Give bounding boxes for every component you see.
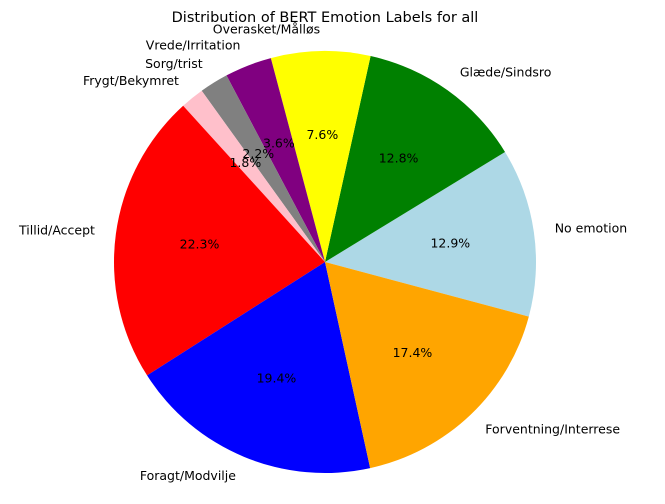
category-label-glaede-sindsro: Glæde/Sindsro: [460, 65, 552, 80]
percentage-label-no-emotion: 12.9%: [430, 235, 470, 250]
category-label-foragt-modvilje: Foragt/Modvilje: [140, 468, 236, 483]
percentage-labels: 12.9% 12.8% 7.6% 3.6%2.2%1.8% 22.3% 19.4% 17.4…: [180, 127, 471, 385]
category-label-sorg-trist: Sorg/trist: [145, 56, 203, 71]
slice-foragt-modvilje: [147, 262, 371, 474]
category-label-frygt-bekymret: Frygt/Bekymret: [83, 73, 179, 88]
percentage-label-vrede-irritation: 3.6%: [263, 136, 295, 151]
slice-overasket-mallos: [270, 50, 371, 262]
slice-sorg-trist: [201, 75, 325, 262]
percentage-label-glaede-sindsro: 12.8%: [379, 150, 419, 165]
category-labels: No emotion Glæde/Sindsro Overasket/MålløsV…: [18, 21, 627, 482]
slice-vrede-irritation: [226, 58, 325, 263]
slice-tillid-accept: [113, 105, 326, 376]
slice-forventning-interrese: [325, 262, 529, 469]
percentage-label-sorg-trist: 2.2%: [242, 146, 274, 161]
percentage-label-foragt-modvilje: 19.4%: [257, 370, 297, 385]
slice-no-emotion: [325, 151, 536, 317]
category-label-overasket-mallos: Overasket/Målløs: [213, 21, 320, 36]
percentage-label-overasket-mallos: 7.6%: [306, 127, 338, 142]
category-label-tillid-accept: Tillid/Accept: [18, 223, 95, 238]
pie-slices: [113, 50, 536, 474]
category-label-forventning-interrese: Forventning/Interrese: [485, 421, 620, 436]
slice-frygt-bekymret: [183, 90, 325, 262]
percentage-label-tillid-accept: 22.3%: [180, 237, 220, 252]
chart-title: Distribution of BERT Emotion Labels for …: [172, 10, 479, 26]
percentage-label-forventning-interrese: 17.4%: [393, 345, 433, 360]
slice-glaede-sindsro: [325, 55, 506, 263]
percentage-label-frygt-bekymret: 1.8%: [229, 155, 261, 170]
category-label-no-emotion: No emotion: [555, 220, 627, 235]
category-label-vrede-irritation: Vrede/Irritation: [146, 37, 241, 52]
